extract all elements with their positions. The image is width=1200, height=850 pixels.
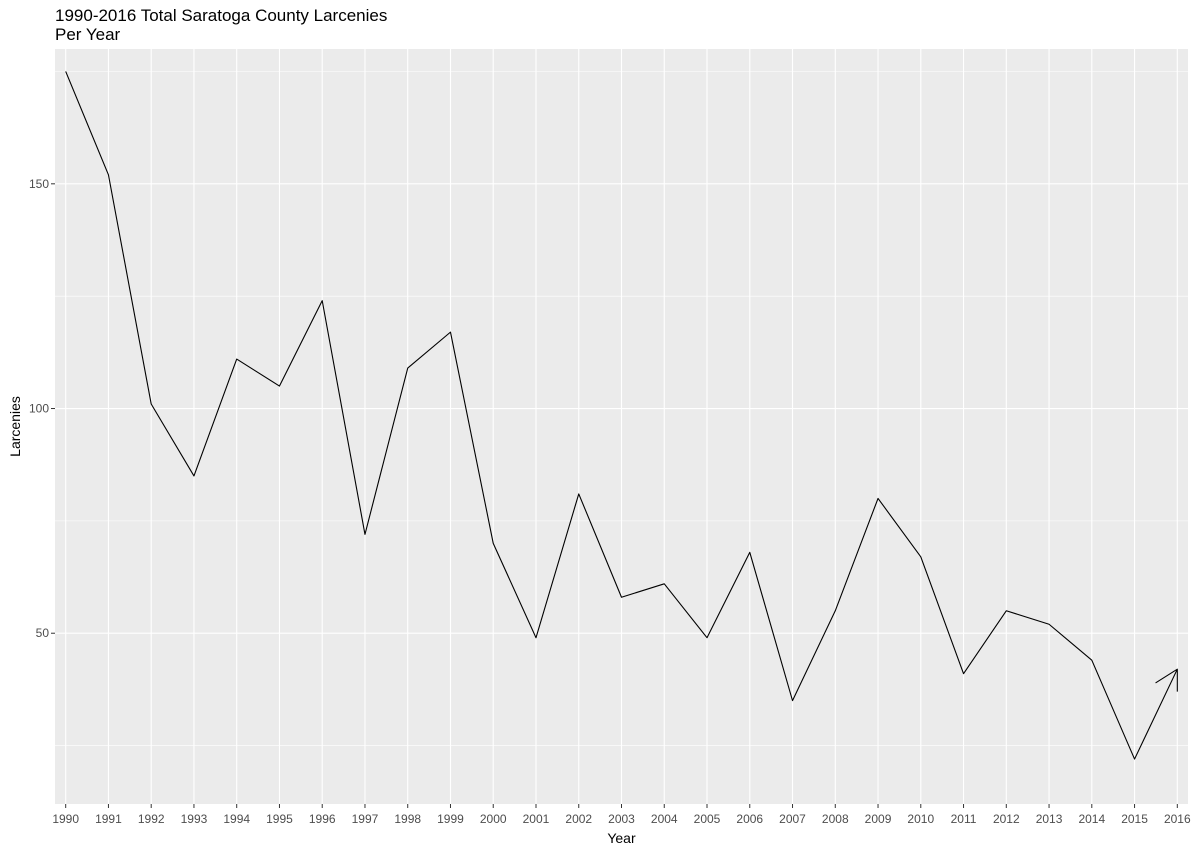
y-axis-title: Larcenies [7,396,23,457]
chart-title-line-2: Per Year [55,25,121,44]
x-tick-label: 1998 [394,812,421,826]
x-tick-label: 2007 [779,812,806,826]
y-tick-label: 150 [29,177,49,191]
x-tick-label: 1995 [266,812,293,826]
x-tick-label: 2008 [822,812,849,826]
x-tick-label: 1993 [181,812,208,826]
x-tick-label: 2004 [651,812,678,826]
x-tick-label: 2016 [1164,812,1191,826]
x-tick-label: 2015 [1121,812,1148,826]
x-tick-label: 1996 [309,812,336,826]
chart-title: 1990-2016 Total Saratoga County Larcenie… [55,6,387,44]
x-tick-label: 2013 [1036,812,1063,826]
x-tick-label: 2006 [736,812,763,826]
x-tick-label: 2001 [523,812,550,826]
x-tick-label: 1997 [352,812,379,826]
x-tick-label: 2002 [565,812,592,826]
chart-title-line-1: 1990-2016 Total Saratoga County Larcenie… [55,6,388,25]
x-axis-title: Year [607,830,636,846]
x-tick-label: 2012 [993,812,1020,826]
x-tick-label: 1991 [95,812,122,826]
x-axis: 1990 1991 1992 1993 1994 1995 1996 1997 1998 1999… [52,804,1191,826]
x-tick-label: 2010 [907,812,934,826]
larcenies-series-line [65,71,1178,760]
y-axis: 50 100 150 [29,177,55,640]
major-gridlines [55,49,1188,804]
y-tick-label: 100 [29,402,49,416]
y-tick-label: 50 [36,626,50,640]
x-tick-label: 2009 [865,812,892,826]
x-tick-label: 2003 [608,812,635,826]
x-tick-label: 1994 [223,812,250,826]
x-tick-label: 2011 [951,812,977,826]
x-tick-label: 1990 [52,812,79,826]
x-tick-label: 2000 [480,812,507,826]
x-tick-label: 2005 [694,812,721,826]
x-tick-label: 2014 [1078,812,1105,826]
x-tick-label: 1999 [437,812,464,826]
x-tick-label: 1992 [138,812,165,826]
